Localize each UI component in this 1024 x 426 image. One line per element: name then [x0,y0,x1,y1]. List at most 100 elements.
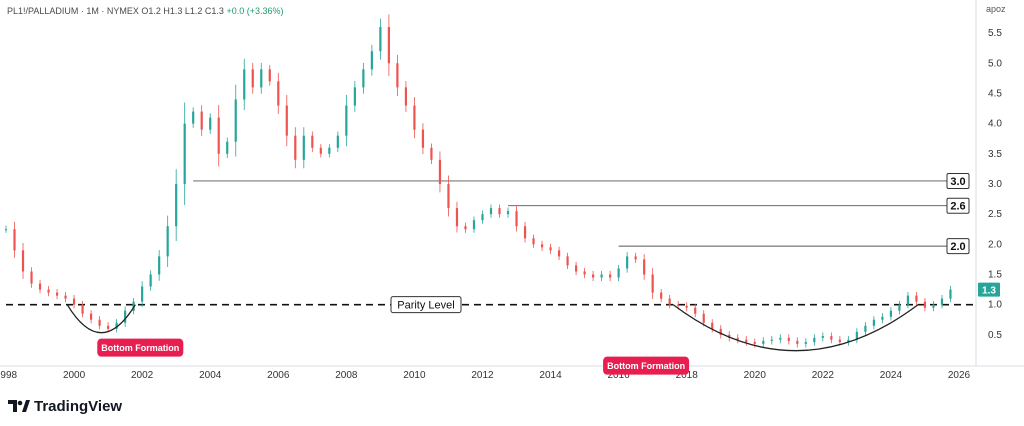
candle-body [881,316,884,320]
candle-body [362,69,365,88]
candle-body [370,51,373,70]
y-tick-label: 4.0 [988,119,1002,130]
candle-body [209,117,212,130]
x-tick-label: 2016 [608,370,631,381]
candle-body [294,135,297,160]
candle-body [285,105,288,136]
candle-body [838,339,841,343]
candle-body [506,211,510,215]
candle-body [192,111,195,124]
candle-body [660,292,663,299]
candle-body [770,339,773,341]
candle-body [643,259,646,275]
candle-body [940,298,944,305]
last-price-label: 1.3 [982,286,996,297]
candle-body [472,220,476,230]
candle-body [804,342,807,344]
candle-body [226,141,229,154]
y-tick-label: 3.0 [988,179,1002,190]
candle-body [115,322,118,329]
candle-body [898,304,901,311]
candle-body [864,325,867,332]
candle-body [685,305,688,308]
level-label: 2.6 [950,201,965,213]
x-tick-label: 2010 [403,370,426,381]
chart-header: PL1!/PALLADIUM · 1M · NYMEX O1.2 H1.3 L1… [7,6,284,16]
level-box [946,238,970,255]
ohlc-values: O1.2 H1.3 L1.2 C1.3 [141,6,224,16]
candle-body [336,135,339,148]
candle-body [47,289,50,293]
candle-body [719,328,722,335]
brand: TradingView [8,398,122,415]
candle-body [736,337,739,340]
candle-body [847,339,850,343]
candle-body [549,247,552,251]
level-label: 2.0 [950,241,965,253]
candle-body [277,81,280,106]
tradingview-logo-icon [8,399,30,412]
candle-body [38,283,42,290]
candle-body [141,286,144,302]
candle-body [81,304,84,314]
candle-body [200,111,203,130]
y-tick-label: 2.0 [988,239,1002,250]
candle-body [949,289,952,299]
x-tick-label: 2026 [948,370,971,381]
candle-body [124,310,127,323]
x-tick-label: 2008 [335,370,358,381]
candle-body [413,105,416,130]
x-tick-label: 2018 [676,370,699,381]
bottom-formation-arc [672,304,919,352]
candle-body [481,214,484,221]
candle-body [217,117,220,154]
y-tick-label: 2.5 [988,209,1002,220]
candle-body [634,256,637,260]
x-tick-label: 2014 [539,370,562,381]
candle-body [243,69,246,100]
candle-body [4,229,8,231]
candle-body [379,27,382,52]
candle-body [728,334,731,338]
candle-body [787,337,790,341]
candle-body [64,295,67,299]
candle-body [889,310,893,317]
candle-body [421,129,425,148]
x-tick-label: 2002 [131,370,154,381]
x-tick-label: 2022 [812,370,835,381]
candle-body [353,87,356,106]
x-tick-label: 2006 [267,370,290,381]
candle-body [455,208,459,227]
candle-body [89,313,93,320]
candle-body [821,336,824,338]
candle-body [30,271,33,284]
candle-body [268,69,271,82]
y-tick-label: 5.5 [988,28,1002,39]
change-value: +0.0 (+3.36%) [226,6,284,16]
candle-body [396,63,399,88]
candle-body [523,226,527,239]
level-box [946,172,970,189]
candle-body [915,295,918,302]
brand-name: TradingView [34,398,123,415]
candle-body [702,313,705,323]
y-tick-label: 5.0 [988,58,1002,69]
annotation-label: Bottom Formation [607,361,685,371]
last-price-tag [978,282,1000,297]
annotation-badge [97,338,184,357]
candle-body [677,304,680,306]
candle-body [932,304,935,308]
candle-body [175,183,178,227]
candle-body [694,307,697,314]
y-tick-label: 0.5 [988,330,1002,341]
candle-body [566,256,569,266]
bottom-formation-arc [66,304,136,334]
candle-body [540,244,544,248]
y-tick-label: 1.0 [988,300,1002,311]
candle-body [626,256,629,269]
x-tick-label: 2012 [471,370,494,381]
candle-body [464,226,467,230]
candle-body [600,274,603,278]
y-tick-label: 1.5 [988,269,1002,280]
